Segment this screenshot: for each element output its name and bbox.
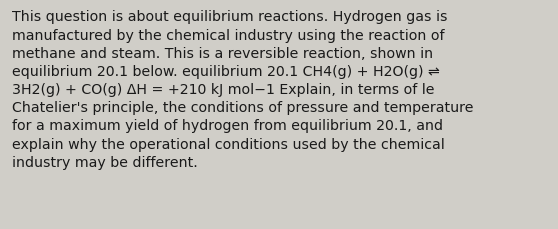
Text: This question is about equilibrium reactions. Hydrogen gas is
manufactured by th: This question is about equilibrium react…: [12, 10, 474, 169]
